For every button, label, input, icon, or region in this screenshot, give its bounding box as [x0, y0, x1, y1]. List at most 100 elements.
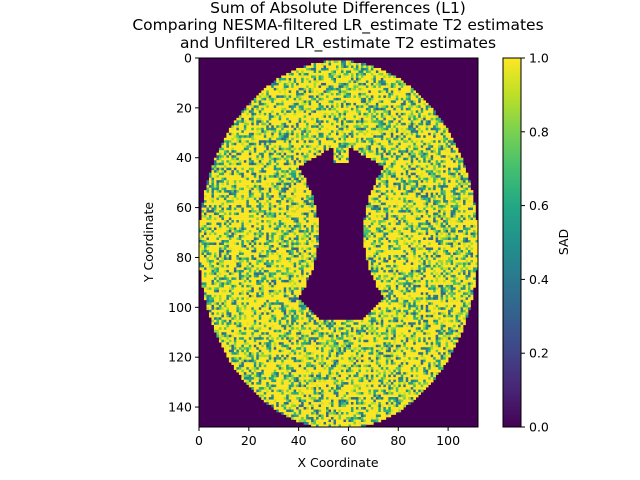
heatmap-cell [216, 165, 220, 168]
heatmap-cell [360, 90, 364, 94]
heatmap-cell [266, 107, 270, 111]
heatmap-cell [383, 195, 387, 198]
heatmap-cell [410, 122, 414, 126]
heatmap-cell [338, 92, 342, 96]
heatmap-cell [266, 112, 270, 116]
heatmap-cell [403, 97, 407, 101]
heatmap-cell [283, 222, 287, 226]
heatmap-cell [423, 150, 426, 154]
heatmap-cell [438, 187, 441, 191]
heatmap-cell [283, 172, 287, 176]
heatmap-cell [448, 197, 451, 201]
heatmap-cell [241, 162, 245, 166]
heatmap-cell [331, 77, 334, 81]
heatmap-cell [293, 225, 297, 228]
heatmap-cell [410, 112, 414, 116]
heatmap-cell [283, 190, 287, 193]
heatmap-cell [318, 100, 322, 104]
heatmap-cell [243, 165, 247, 168]
heatmap-cell [438, 125, 441, 129]
heatmap-cell [291, 187, 294, 191]
heatmap-cell [445, 142, 449, 146]
heatmap-cell [390, 170, 394, 173]
heatmap-cell [440, 212, 444, 216]
heatmap-cell [395, 80, 399, 84]
heatmap-cell [306, 90, 309, 94]
heatmap-cell [286, 147, 289, 151]
heatmap-cell [390, 152, 394, 156]
heatmap-cell [301, 200, 304, 203]
heatmap-cell [303, 150, 307, 154]
heatmap-cell [358, 135, 362, 139]
heatmap-cell [293, 122, 297, 126]
heatmap-cell [455, 165, 459, 168]
heatmap-cell [413, 137, 417, 141]
heatmap-cell [413, 115, 417, 119]
heatmap-cell [241, 172, 245, 176]
heatmap-cell [405, 205, 409, 208]
heatmap-cell [253, 177, 257, 181]
heatmap-cell [428, 200, 431, 203]
heatmap-cell [331, 117, 334, 121]
heatmap-cell [278, 172, 282, 176]
heatmap-cell [301, 100, 304, 104]
heatmap-cell [393, 150, 397, 154]
heatmap-cell [450, 142, 454, 146]
heatmap-cell [256, 165, 260, 168]
heatmap-cell [271, 82, 275, 86]
heatmap-cell [438, 175, 441, 178]
heatmap-cell [216, 217, 220, 221]
heatmap-cell [415, 135, 419, 139]
heatmap-cell [380, 82, 384, 86]
heatmap-cell [278, 87, 282, 91]
heatmap-cell [425, 192, 429, 196]
heatmap-cell [345, 150, 349, 154]
heatmap-cell [241, 145, 245, 149]
heatmap-cell [236, 137, 240, 141]
heatmap-cell [208, 187, 212, 191]
heatmap-cell [308, 105, 312, 109]
heatmap-cell [398, 187, 402, 191]
heatmap-cell [261, 220, 265, 223]
heatmap-cell [208, 175, 212, 178]
heatmap-cell [316, 77, 319, 81]
heatmap-cell [243, 147, 247, 151]
heatmap-cell [271, 172, 275, 176]
heatmap-cell [263, 137, 267, 141]
heatmap-cell [390, 122, 394, 126]
heatmap-cell [283, 130, 287, 134]
heatmap-cell [380, 217, 384, 221]
heatmap-cell [398, 142, 402, 146]
heatmap-cell [370, 107, 374, 111]
heatmap-cell [263, 105, 267, 109]
heatmap-cell [450, 197, 454, 201]
heatmap-cell [370, 195, 374, 198]
heatmap-cell [470, 190, 474, 193]
heatmap-cell [445, 195, 449, 198]
heatmap-cell [430, 190, 434, 193]
heatmap-cell [326, 115, 329, 119]
heatmap-cell [435, 117, 439, 121]
heatmap-cell [328, 97, 332, 101]
heatmap-cell [263, 207, 267, 211]
heatmap-cell [303, 195, 307, 198]
heatmap-cell [268, 92, 272, 96]
heatmap-cell [358, 75, 362, 79]
heatmap-cell [363, 137, 367, 141]
heatmap-cell [296, 217, 299, 221]
heatmap-cell [390, 102, 394, 106]
heatmap-cell [281, 140, 284, 144]
heatmap-cell [388, 215, 392, 218]
heatmap-cell [296, 132, 299, 136]
heatmap-cell [251, 195, 255, 198]
heatmap-cell [243, 137, 247, 141]
heatmap-cell [390, 125, 394, 129]
heatmap-cell [355, 147, 359, 151]
heatmap-cell [313, 82, 317, 86]
heatmap-cell [236, 192, 240, 196]
heatmap-cell [395, 160, 399, 164]
heatmap-cell [375, 105, 379, 109]
heatmap-cell [263, 172, 267, 176]
heatmap-cell [358, 85, 362, 89]
heatmap-cell [298, 145, 302, 149]
